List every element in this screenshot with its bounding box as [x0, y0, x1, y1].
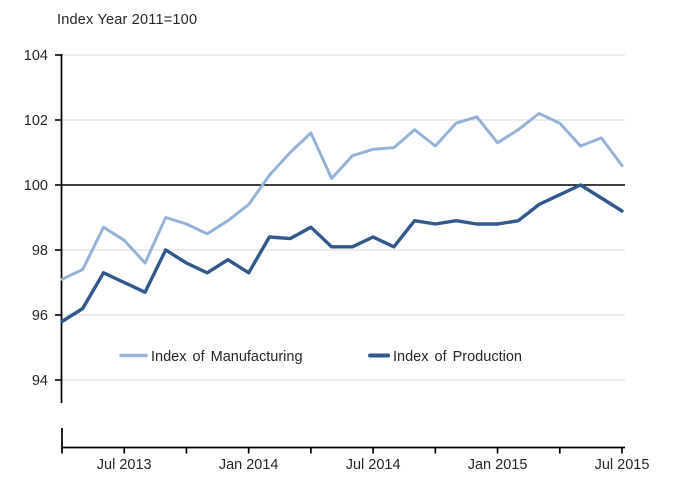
x-tick-label: Jul 2013 [97, 457, 152, 473]
y-tick-label: 94 [32, 373, 48, 389]
legend-label-manufacturing: Index of Manufacturing [151, 349, 303, 365]
manufacturing-line [60, 112, 624, 281]
legend-label-production: Index of Production [393, 349, 522, 365]
y-tick-label: 100 [24, 178, 48, 194]
y-tick-label: 96 [32, 308, 48, 324]
production-line [60, 183, 624, 324]
x-tick-label: Jan 2015 [468, 457, 528, 473]
y-tick-label: 98 [32, 243, 48, 259]
x-tick-label: Jul 2015 [595, 457, 650, 473]
y-tick-label: 104 [24, 48, 48, 64]
y-tick-label: 102 [24, 113, 48, 129]
chart-title: Index Year 2011=100 [57, 12, 198, 28]
x-tick-label: Jan 2014 [219, 457, 279, 473]
x-tick-label: Jul 2014 [346, 457, 401, 473]
